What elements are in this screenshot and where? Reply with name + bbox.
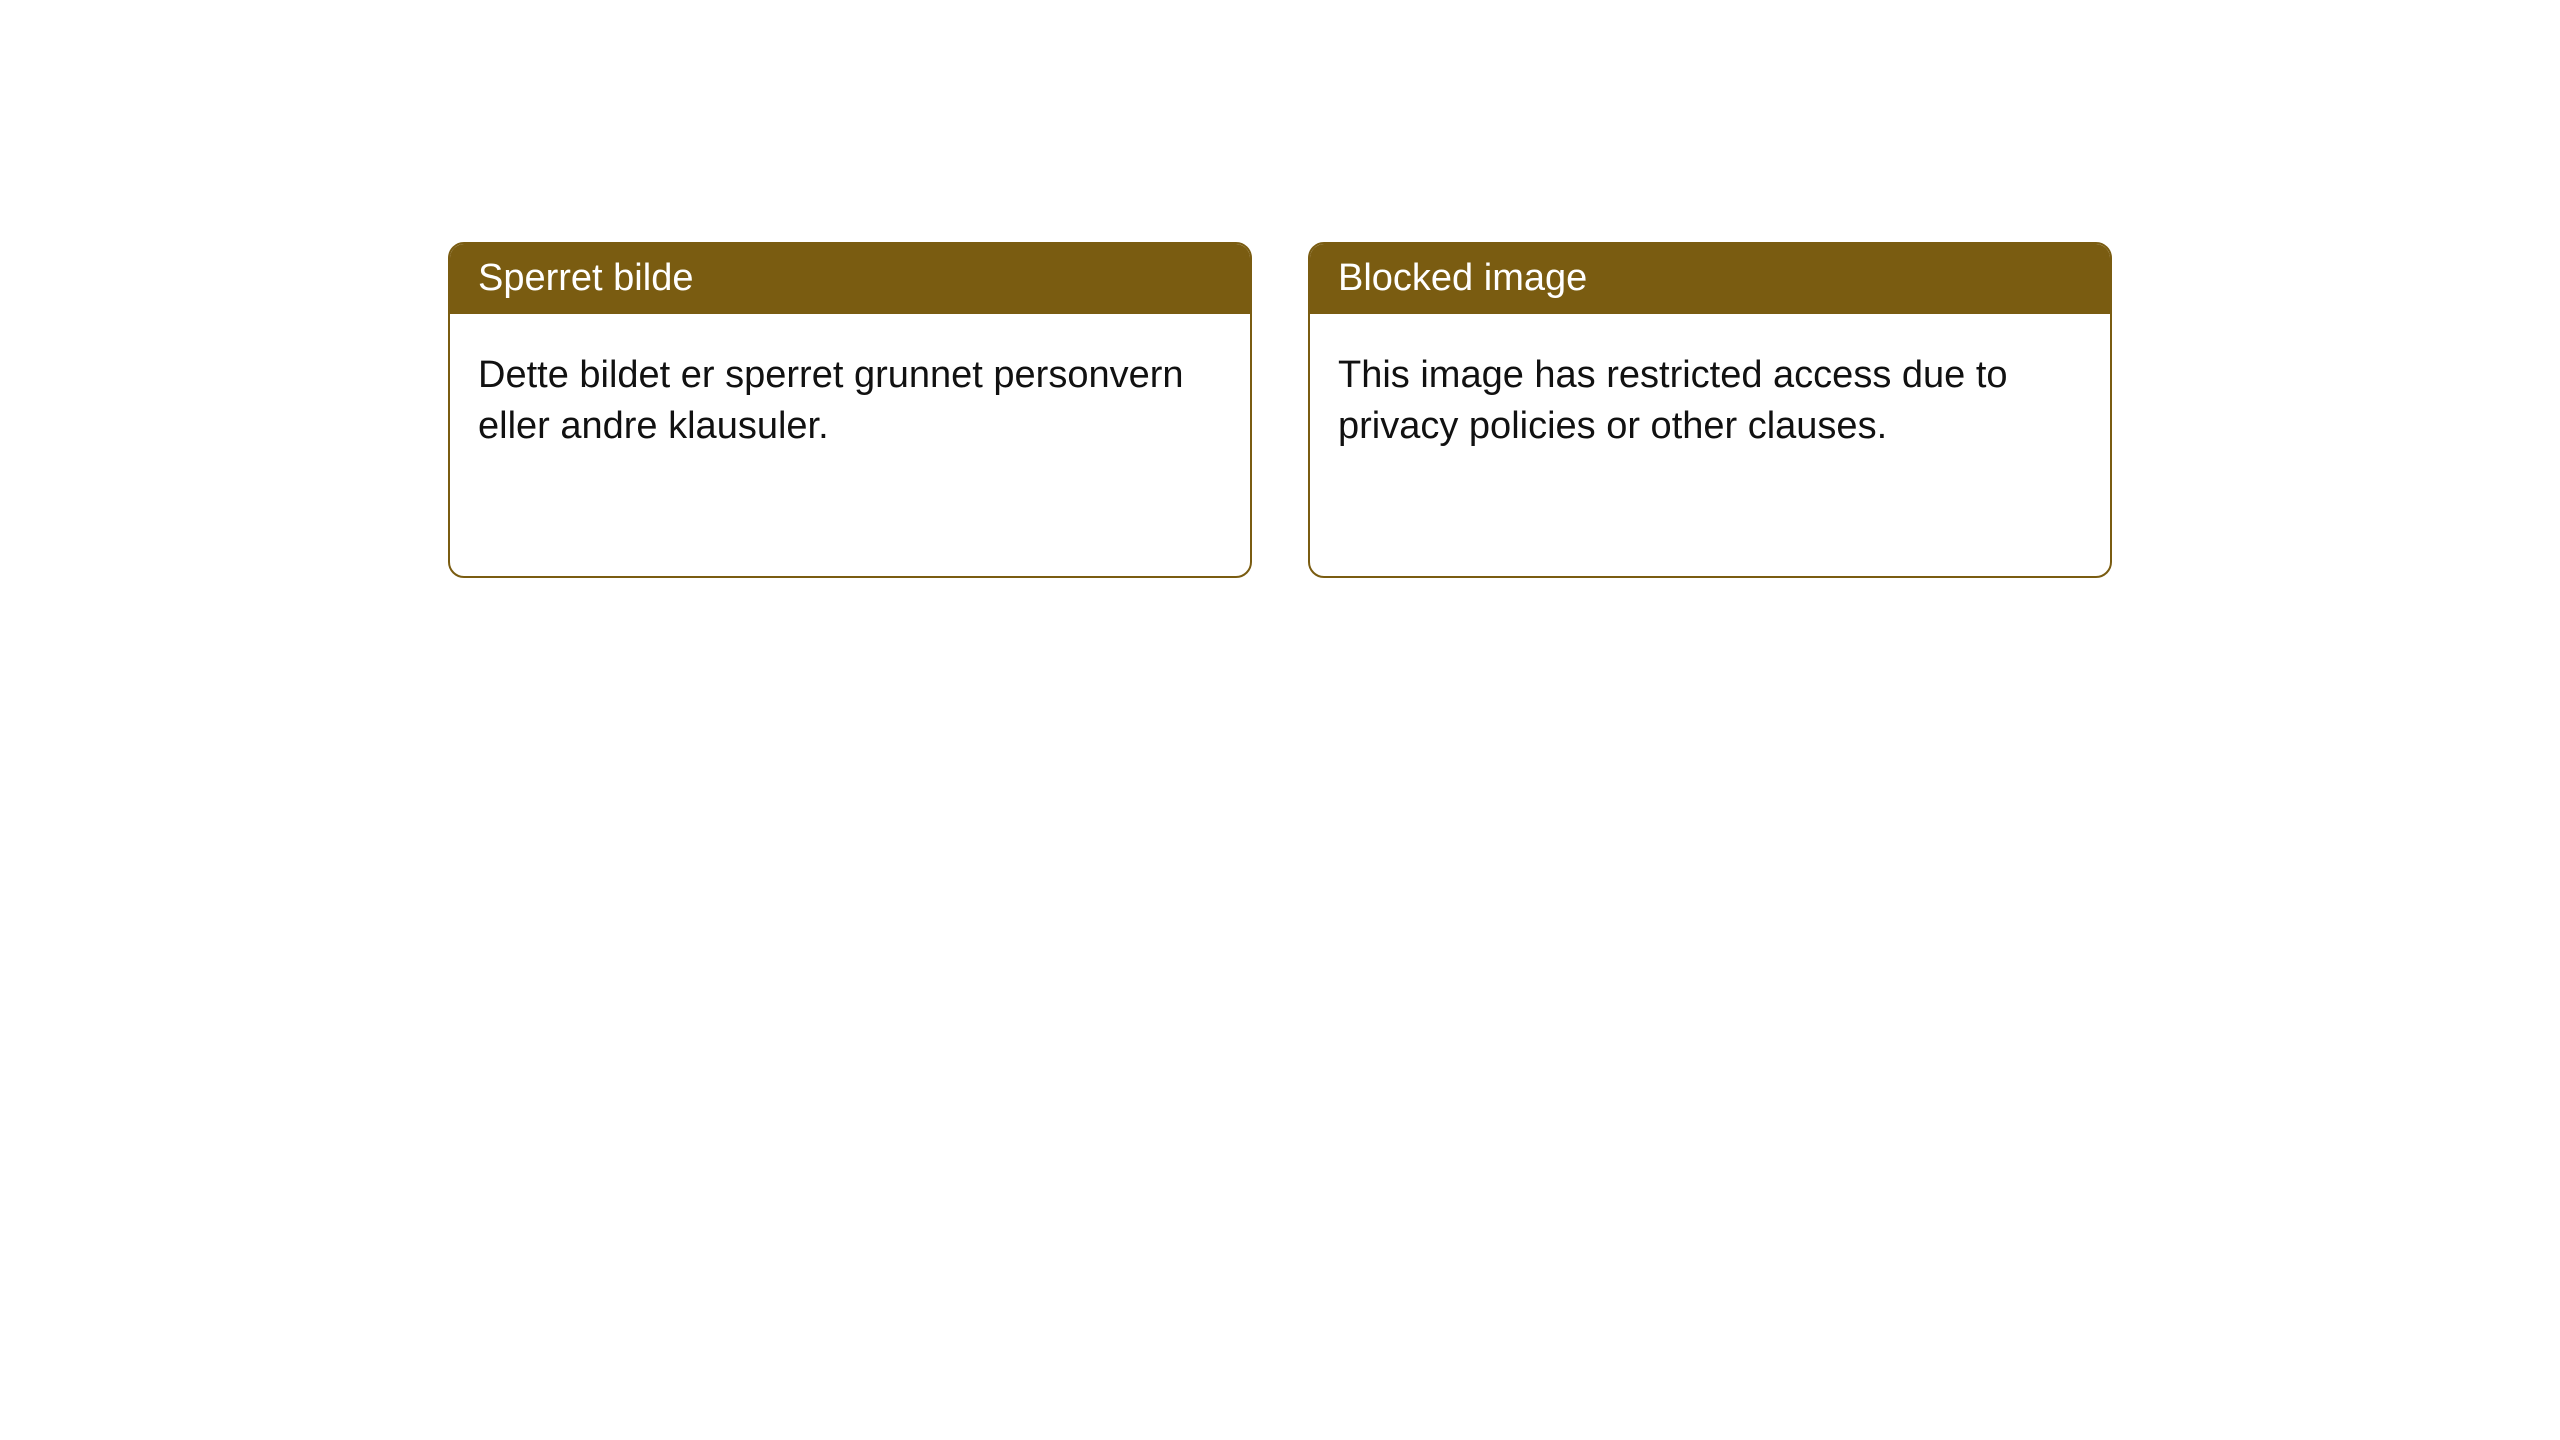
notice-card-english: Blocked image This image has restricted … xyxy=(1308,242,2112,578)
card-title: Sperret bilde xyxy=(478,257,693,299)
card-body: Dette bildet er sperret grunnet personve… xyxy=(450,314,1250,489)
card-body-text: This image has restricted access due to … xyxy=(1338,354,2008,447)
notice-card-norwegian: Sperret bilde Dette bildet er sperret gr… xyxy=(448,242,1252,578)
card-title: Blocked image xyxy=(1338,257,1587,299)
card-header: Blocked image xyxy=(1310,244,2110,314)
card-body: This image has restricted access due to … xyxy=(1310,314,2110,489)
card-header: Sperret bilde xyxy=(450,244,1250,314)
card-body-text: Dette bildet er sperret grunnet personve… xyxy=(478,354,1184,447)
notice-container: Sperret bilde Dette bildet er sperret gr… xyxy=(0,0,2560,578)
